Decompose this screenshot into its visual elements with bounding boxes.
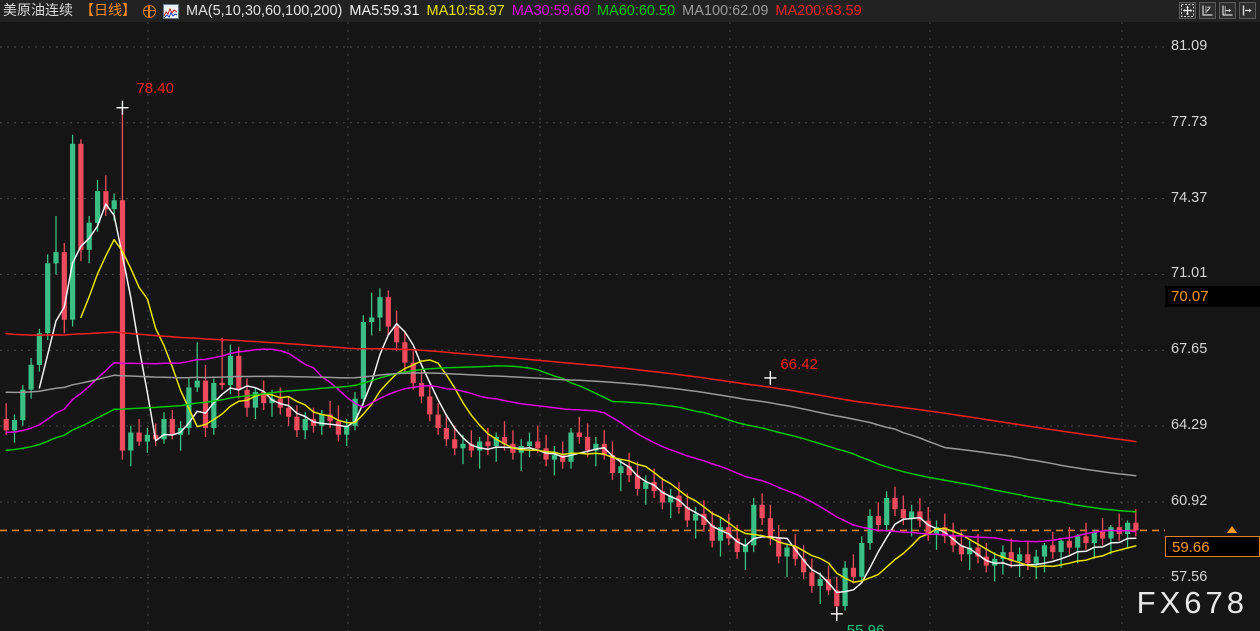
chart-header-bar: 美原油连续 【日线】 MA(5,10,30,60,100,200) MA5:59… bbox=[0, 0, 1260, 22]
gridlines bbox=[0, 22, 1165, 631]
axis-tick-label: 60.92 bbox=[1171, 492, 1208, 509]
price-axis[interactable]: 81.09 77.73 74.37 71.01 67.65 64.29 60.92 57.56… bbox=[1165, 22, 1260, 631]
watermark: FX678 bbox=[1136, 585, 1248, 620]
candlestick-svg bbox=[0, 22, 1165, 631]
crosshair-move-icon[interactable] bbox=[1179, 2, 1196, 19]
chart-toolbar bbox=[1179, 2, 1256, 19]
scroll-right-icon[interactable] bbox=[1239, 2, 1256, 19]
axis-tick-label: 81.09 bbox=[1171, 38, 1208, 55]
ma60-value: MA60:60.50 bbox=[596, 3, 676, 19]
high-marker-crosshair bbox=[116, 100, 129, 115]
circle-crosshair-icon[interactable] bbox=[143, 4, 156, 18]
zoom-in-axis-icon[interactable] bbox=[1219, 2, 1236, 19]
last-price-badge[interactable]: 59.66 bbox=[1165, 536, 1260, 558]
price-up-arrow-icon bbox=[1227, 526, 1237, 534]
ma-title: MA(5,10,30,60,100,200) bbox=[186, 3, 343, 19]
mid-price-annotation: 66.42 bbox=[780, 355, 818, 373]
low-marker-crosshair bbox=[830, 606, 843, 621]
chart-plot-area[interactable]: 78.40 66.42 55.96 bbox=[0, 22, 1165, 631]
ma-line-ma5 bbox=[38, 203, 1137, 594]
mini-chart-icon[interactable] bbox=[163, 3, 179, 19]
ma-line-ma100 bbox=[5, 372, 1137, 477]
axis-tick-label: 64.29 bbox=[1171, 416, 1208, 433]
ma200-value: MA200:63.59 bbox=[775, 3, 862, 19]
axis-tick-label: 77.73 bbox=[1171, 113, 1208, 130]
zoom-out-axis-icon[interactable] bbox=[1199, 2, 1216, 19]
period-label[interactable]: 【日线】 bbox=[80, 3, 136, 19]
symbol-name[interactable]: 美原油连续 bbox=[3, 3, 73, 19]
ma5-value: MA5:59.31 bbox=[349, 3, 420, 19]
ma10-value: MA10:58.97 bbox=[426, 3, 505, 19]
axis-tick-label: 71.01 bbox=[1171, 265, 1208, 282]
mid-marker-crosshair bbox=[764, 370, 777, 385]
ma100-value: MA100:62.09 bbox=[682, 3, 769, 19]
candles bbox=[3, 107, 1139, 614]
ma-line-ma60 bbox=[5, 365, 1137, 513]
axis-tick-label: 74.37 bbox=[1171, 189, 1208, 206]
ma30-value: MA30:59.60 bbox=[511, 3, 590, 19]
ma-line-ma30 bbox=[5, 348, 1137, 543]
cursor-price-badge: 70.07 bbox=[1165, 285, 1260, 307]
low-price-annotation: 55.96 bbox=[846, 621, 885, 631]
axis-tick-label: 67.65 bbox=[1171, 341, 1208, 358]
axis-tick-label: 57.56 bbox=[1171, 568, 1208, 585]
ma-line-ma200 bbox=[5, 331, 1137, 443]
ma-line-ma10 bbox=[80, 238, 1137, 583]
high-price-annotation: 78.40 bbox=[136, 79, 174, 97]
